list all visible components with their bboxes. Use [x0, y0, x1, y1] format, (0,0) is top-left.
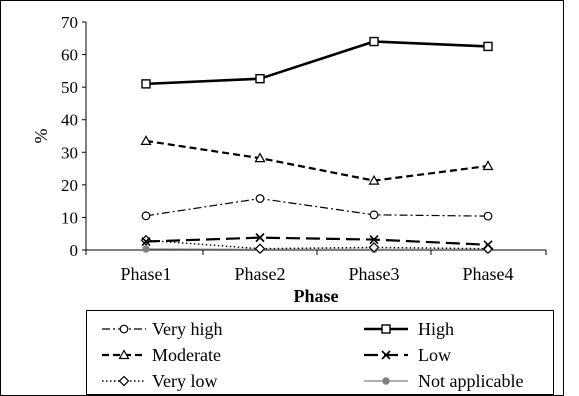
- data-point-high: [141, 79, 151, 89]
- data-point-high: [369, 36, 379, 47]
- x-axis-label: Phase: [294, 286, 339, 306]
- legend-item-low: Low: [364, 345, 451, 365]
- legend-swatch-marker: [118, 375, 130, 387]
- legend-label: Very high: [152, 319, 223, 339]
- series-line-very-low: [145, 239, 489, 250]
- legend-item-not-applicable: Not applicable: [364, 371, 523, 391]
- data-point-moderate: [368, 174, 380, 185]
- y-tick-label: 20: [61, 176, 78, 195]
- legend-item-moderate: Moderate: [102, 345, 221, 365]
- legend-item-very-low: Very low: [102, 371, 218, 391]
- legend-swatch-marker: [382, 377, 390, 385]
- data-point-low: [369, 235, 379, 245]
- legend-swatch-marker: [118, 349, 130, 360]
- legend-swatch-marker: [119, 324, 129, 334]
- data-point-very-high: [369, 210, 379, 220]
- data-point-moderate: [482, 160, 494, 171]
- series-moderate: [140, 135, 494, 185]
- y-tick-label: 10: [61, 208, 78, 227]
- data-point-not-applicable: [142, 245, 150, 253]
- x-tick-label: Phase3: [349, 264, 400, 284]
- data-point-very-high: [255, 194, 265, 203]
- series-line-moderate: [145, 139, 489, 182]
- data-point-low: [141, 236, 151, 247]
- legend-swatch-marker: [381, 350, 391, 360]
- data-point-high: [483, 41, 493, 52]
- data-point-very-low: [254, 243, 266, 255]
- data-point-low: [255, 233, 265, 243]
- legend-item-high: High: [364, 319, 454, 339]
- legend-box: [86, 310, 554, 395]
- data-point-moderate: [140, 135, 152, 145]
- series-high: [141, 36, 493, 89]
- data-point-high: [255, 73, 265, 84]
- x-tick-label: Phase2: [235, 264, 286, 284]
- legend-swatch-marker: [381, 324, 391, 334]
- series-very-high: [141, 194, 493, 221]
- data-point-very-low: [140, 234, 152, 246]
- legend-label: Not applicable: [418, 371, 523, 391]
- y-axis-label: %: [31, 129, 51, 144]
- series-low: [141, 233, 493, 250]
- legend-item-very-high: Very high: [102, 319, 223, 339]
- legend-label: Moderate: [152, 345, 221, 365]
- data-point-very-high: [483, 211, 493, 221]
- y-tick-label: 70: [61, 13, 78, 32]
- y-tick-label: 50: [61, 78, 78, 97]
- legend-label: Very low: [152, 371, 218, 391]
- legend-label: Low: [418, 345, 451, 365]
- legend-label: High: [418, 319, 454, 339]
- series-line-very-high: [145, 197, 489, 217]
- x-tick-label: Phase1: [121, 264, 172, 284]
- y-tick-label: 40: [61, 111, 78, 130]
- data-point-moderate: [254, 152, 266, 163]
- series-line-high: [145, 40, 489, 86]
- y-tick-label: 30: [61, 143, 78, 162]
- series-line-low: [145, 236, 489, 246]
- data-point-very-high: [141, 211, 151, 221]
- y-tick-label: 0: [70, 241, 79, 260]
- x-tick-label: Phase4: [463, 264, 514, 284]
- data-point-very-low: [368, 242, 380, 253]
- data-point-low: [483, 240, 493, 250]
- y-tick-label: 60: [61, 46, 78, 65]
